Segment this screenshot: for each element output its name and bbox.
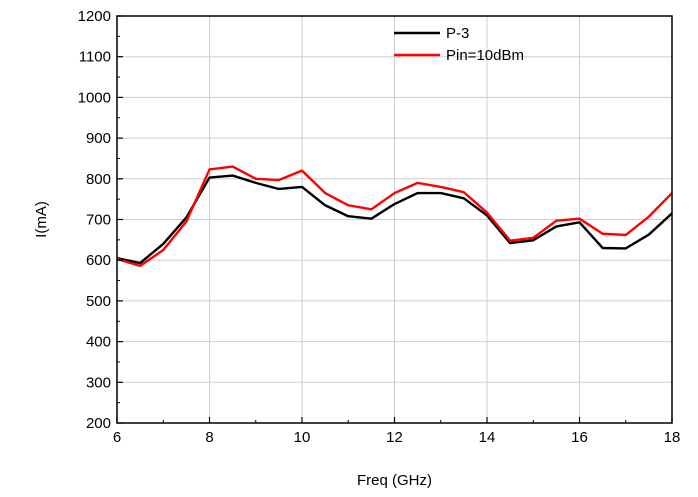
x-tick-label: 16 <box>571 429 588 446</box>
y-tick-label: 1200 <box>78 8 111 25</box>
x-tick-label: 8 <box>205 429 213 446</box>
y-tick-label: 800 <box>86 171 111 188</box>
x-tick-label: 6 <box>113 429 121 446</box>
x-tick-label: 18 <box>664 429 681 446</box>
x-tick-label: 12 <box>386 429 403 446</box>
y-tick-label: 300 <box>86 374 111 391</box>
y-tick-label: 900 <box>86 130 111 147</box>
y-tick-label: 1100 <box>79 49 111 66</box>
y-tick-label: 500 <box>86 293 111 310</box>
x-tick-label: 14 <box>479 429 496 446</box>
x-tick-label: 10 <box>294 429 311 446</box>
legend-label: P-3 <box>446 25 469 42</box>
series-lines <box>116 165 673 268</box>
y-tick-label: 400 <box>86 334 111 351</box>
series-line-1 <box>116 174 673 265</box>
y-tick-label: 600 <box>86 252 111 269</box>
y-axis-title: I(mA) <box>33 201 50 238</box>
series-line-2 <box>116 165 673 268</box>
legend: P-3 Pin=10dBm <box>394 25 524 64</box>
y-tick-label: 700 <box>86 212 111 229</box>
x-axis-title: Freq (GHz) <box>357 472 432 489</box>
y-tick-label: 200 <box>86 415 111 432</box>
y-tick-label: 1000 <box>78 89 111 106</box>
legend-label: Pin=10dBm <box>446 47 524 64</box>
grid-lines <box>117 16 672 423</box>
axis-ticks: 6 8 10 12 14 16 18 200 300 400 500 600 700 800 900 1000… <box>78 8 681 446</box>
